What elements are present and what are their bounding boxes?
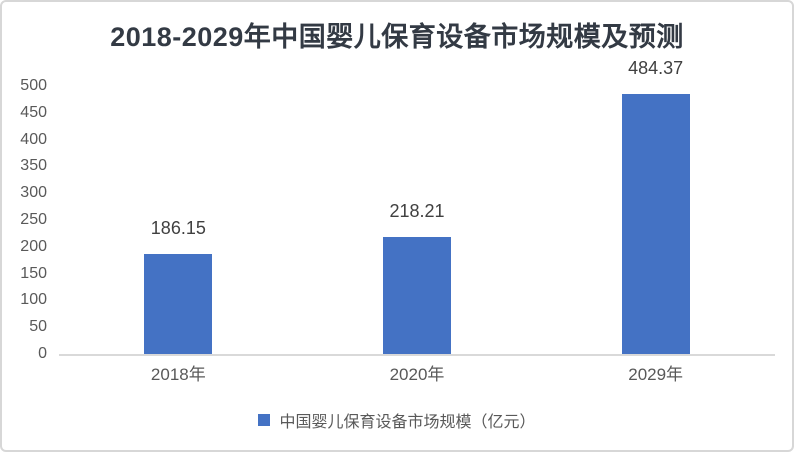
legend: 中国婴儿保育设备市场规模（亿元） [2,408,792,432]
data-label: 484.37 [628,58,684,78]
y-tick-label: 150 [20,264,47,282]
legend-marker-icon [258,414,271,426]
y-tick-label: 450 [20,103,47,121]
legend-label: 中国婴儿保育设备市场规模（亿元） [279,414,536,431]
y-tick-label: 500 [20,77,47,94]
y-tick-label: 0 [38,345,47,362]
data-label: 186.15 [150,218,206,238]
y-tick-label: 350 [20,157,47,175]
y-tick-label: 300 [20,184,47,202]
x-tick-label: 2018年 [150,365,206,384]
y-tick-label: 200 [20,237,47,255]
x-tick-label: 2020年 [389,365,445,384]
y-tick-label: 250 [20,211,47,228]
y-tick-label: 400 [20,130,47,148]
x-tick-label: 2029年 [628,365,684,384]
y-tick-label: 100 [20,291,47,309]
bar [144,254,213,354]
chart-title: 2018-2029年中国婴儿保育设备市场规模及预测 [110,22,684,52]
x-axis-line [59,354,775,356]
y-tick-label: 50 [29,318,47,336]
data-label: 218.21 [389,201,445,221]
bar [621,94,690,354]
bar [383,237,451,354]
